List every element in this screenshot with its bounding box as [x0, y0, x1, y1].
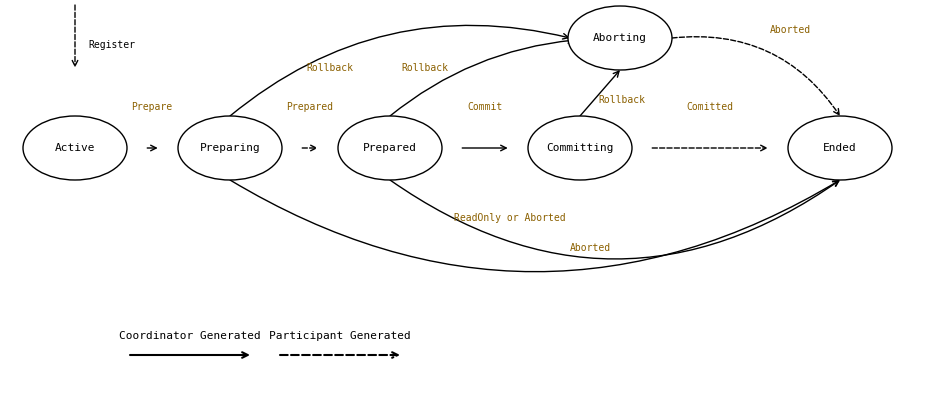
Text: Aborted: Aborted [770, 25, 811, 35]
Text: Prepare: Prepare [132, 102, 173, 112]
Ellipse shape [23, 116, 127, 180]
Text: Rollback: Rollback [402, 63, 448, 73]
Text: Preparing: Preparing [200, 143, 261, 153]
Text: Aborting: Aborting [593, 33, 647, 43]
Text: Comitted: Comitted [686, 102, 734, 112]
Text: Register: Register [88, 40, 135, 50]
Text: Rollback: Rollback [306, 63, 354, 73]
Text: Commit: Commit [467, 102, 502, 112]
Text: ReadOnly or Aborted: ReadOnly or Aborted [454, 213, 566, 223]
Text: Aborted: Aborted [570, 243, 611, 253]
Text: Participant Generated: Participant Generated [269, 331, 410, 341]
Text: Coordinator Generated: Coordinator Generated [119, 331, 261, 341]
Text: Prepared: Prepared [363, 143, 417, 153]
Ellipse shape [788, 116, 892, 180]
Ellipse shape [178, 116, 282, 180]
Text: Ended: Ended [823, 143, 857, 153]
Ellipse shape [568, 6, 672, 70]
Ellipse shape [528, 116, 632, 180]
Text: Committing: Committing [546, 143, 613, 153]
Text: Prepared: Prepared [286, 102, 334, 112]
Ellipse shape [338, 116, 442, 180]
Text: Active: Active [55, 143, 95, 153]
Text: Rollback: Rollback [598, 95, 646, 105]
